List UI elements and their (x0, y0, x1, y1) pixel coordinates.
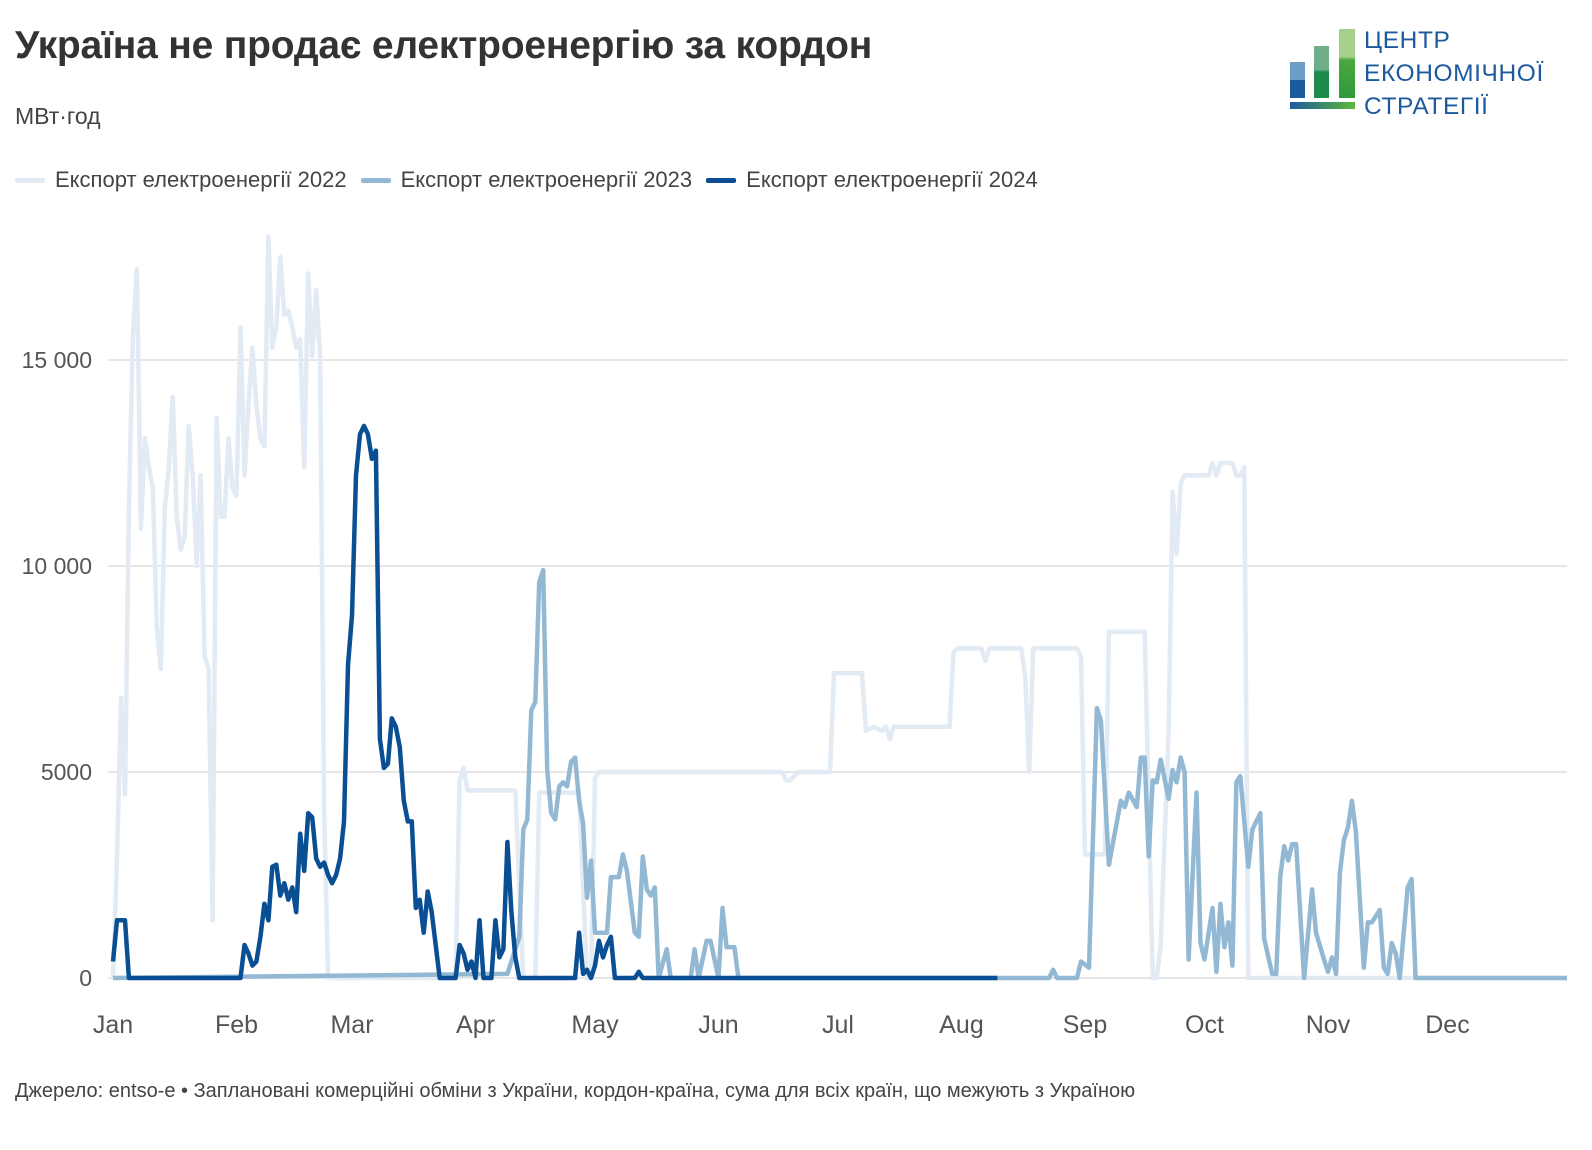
x-tick-label: Aug (939, 1011, 983, 1039)
legend: Експорт електроенергії 2022 Експорт елек… (15, 167, 1038, 193)
legend-swatch-2023 (360, 177, 391, 183)
legend-item-2024[interactable]: Експорт електроенергії 2024 (706, 167, 1038, 193)
logo-line-1: ЦЕНТР (1364, 27, 1451, 54)
x-tick-label: Jul (822, 1011, 854, 1039)
chart-unit: МВт·год (15, 103, 101, 129)
legend-swatch-2022 (15, 177, 45, 183)
x-tick-label: Jan (93, 1011, 133, 1039)
x-tick-label: Jun (698, 1011, 738, 1039)
x-tick-label: May (571, 1011, 619, 1039)
legend-item-2022[interactable]: Експорт електроенергії 2022 (15, 167, 347, 193)
legend-label-2024: Експорт електроенергії 2024 (746, 167, 1038, 192)
y-tick-label: 10 000 (22, 553, 92, 579)
x-tick-label: Mar (330, 1011, 373, 1039)
x-tick-label: Dec (1425, 1011, 1469, 1039)
logo-line-3: СТРАТЕГІЇ (1364, 93, 1489, 120)
series-line-2022 (110, 234, 1567, 981)
series-line-2023 (112, 567, 1567, 981)
legend-label-2023: Експорт електроенергії 2023 (400, 167, 693, 192)
y-tick-label: 0 (79, 965, 92, 991)
legend-label-2022: Експорт електроенергії 2022 (55, 167, 347, 192)
chart-title: Україна не продає електроенергію за корд… (15, 24, 873, 67)
logo-bars-icon (1290, 29, 1355, 109)
x-tick-label: Nov (1306, 1011, 1351, 1039)
x-tick-label: Apr (456, 1011, 495, 1039)
legend-swatch-2024 (706, 177, 737, 183)
x-tick-label: Sep (1063, 1011, 1107, 1039)
x-tick-label: Feb (215, 1011, 258, 1039)
source-note: Джерело: entso-e • Заплановані комерційн… (15, 1080, 1136, 1102)
logo-text: ЦЕНТР ЕКОНОМІЧНОЇ СТРАТЕГІЇ (1364, 24, 1544, 123)
x-tick-label: Oct (1185, 1011, 1224, 1039)
ces-logo: ЦЕНТР ЕКОНОМІЧНОЇ СТРАТЕГІЇ (1280, 22, 1580, 122)
logo-line-2: ЕКОНОМІЧНОЇ (1364, 60, 1544, 87)
y-tick-label: 5000 (41, 759, 92, 785)
legend-item-2023[interactable]: Експорт електроенергії 2023 (360, 167, 693, 193)
series-line-2024 (110, 423, 998, 981)
y-tick-label: 15 000 (22, 347, 92, 373)
